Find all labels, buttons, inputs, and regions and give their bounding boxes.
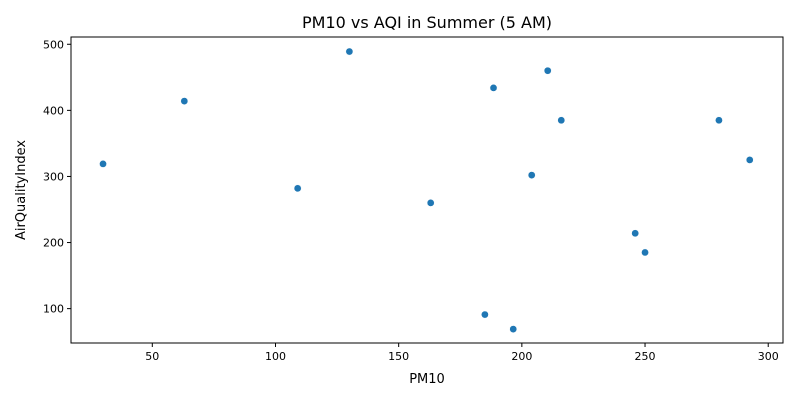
data-point (631, 229, 640, 238)
data-point (180, 97, 189, 105)
x-axis: 50 100 150 200 250 300 (145, 343, 779, 363)
data-point (509, 325, 518, 333)
x-tick-label: 50 (145, 350, 159, 363)
data-point (527, 171, 536, 179)
y-tick-label: 500 (43, 38, 64, 51)
x-tick-label: 200 (511, 350, 532, 363)
data-point (715, 116, 723, 125)
x-tick-label: 150 (388, 350, 409, 363)
data-points (99, 47, 754, 333)
data-point (426, 199, 435, 207)
data-point (293, 184, 302, 193)
data-point (99, 160, 107, 168)
y-tick-label: 400 (43, 104, 64, 117)
x-tick-label: 100 (265, 350, 286, 363)
plot-frame (70, 36, 784, 344)
x-axis-label: PM10 (409, 372, 445, 387)
data-point (481, 310, 489, 319)
data-point (345, 47, 354, 56)
data-point (557, 116, 566, 125)
y-axis: 100 200 300 400 500 (43, 38, 71, 316)
y-tick-label: 100 (43, 303, 64, 316)
x-tick-label: 300 (758, 350, 779, 363)
data-point (489, 84, 498, 92)
data-point (745, 156, 754, 164)
x-tick-label: 250 (635, 350, 656, 363)
y-tick-label: 300 (43, 170, 64, 183)
chart-title: PM10 vs AQI in Summer (5 AM) (302, 13, 552, 32)
data-point (543, 66, 552, 75)
y-tick-label: 200 (43, 237, 64, 250)
data-point (641, 248, 649, 257)
y-axis-label: AirQualityIndex (14, 140, 29, 240)
